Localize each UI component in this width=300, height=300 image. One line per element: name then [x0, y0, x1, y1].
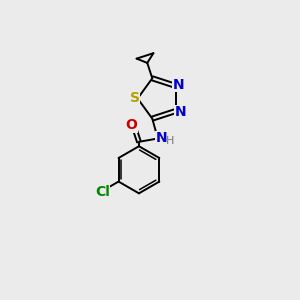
Text: N: N — [155, 131, 167, 146]
Text: Cl: Cl — [95, 184, 110, 199]
Text: O: O — [126, 118, 137, 133]
Text: H: H — [166, 136, 174, 146]
Text: N: N — [173, 77, 185, 92]
Text: S: S — [130, 92, 140, 106]
Text: N: N — [175, 105, 186, 119]
